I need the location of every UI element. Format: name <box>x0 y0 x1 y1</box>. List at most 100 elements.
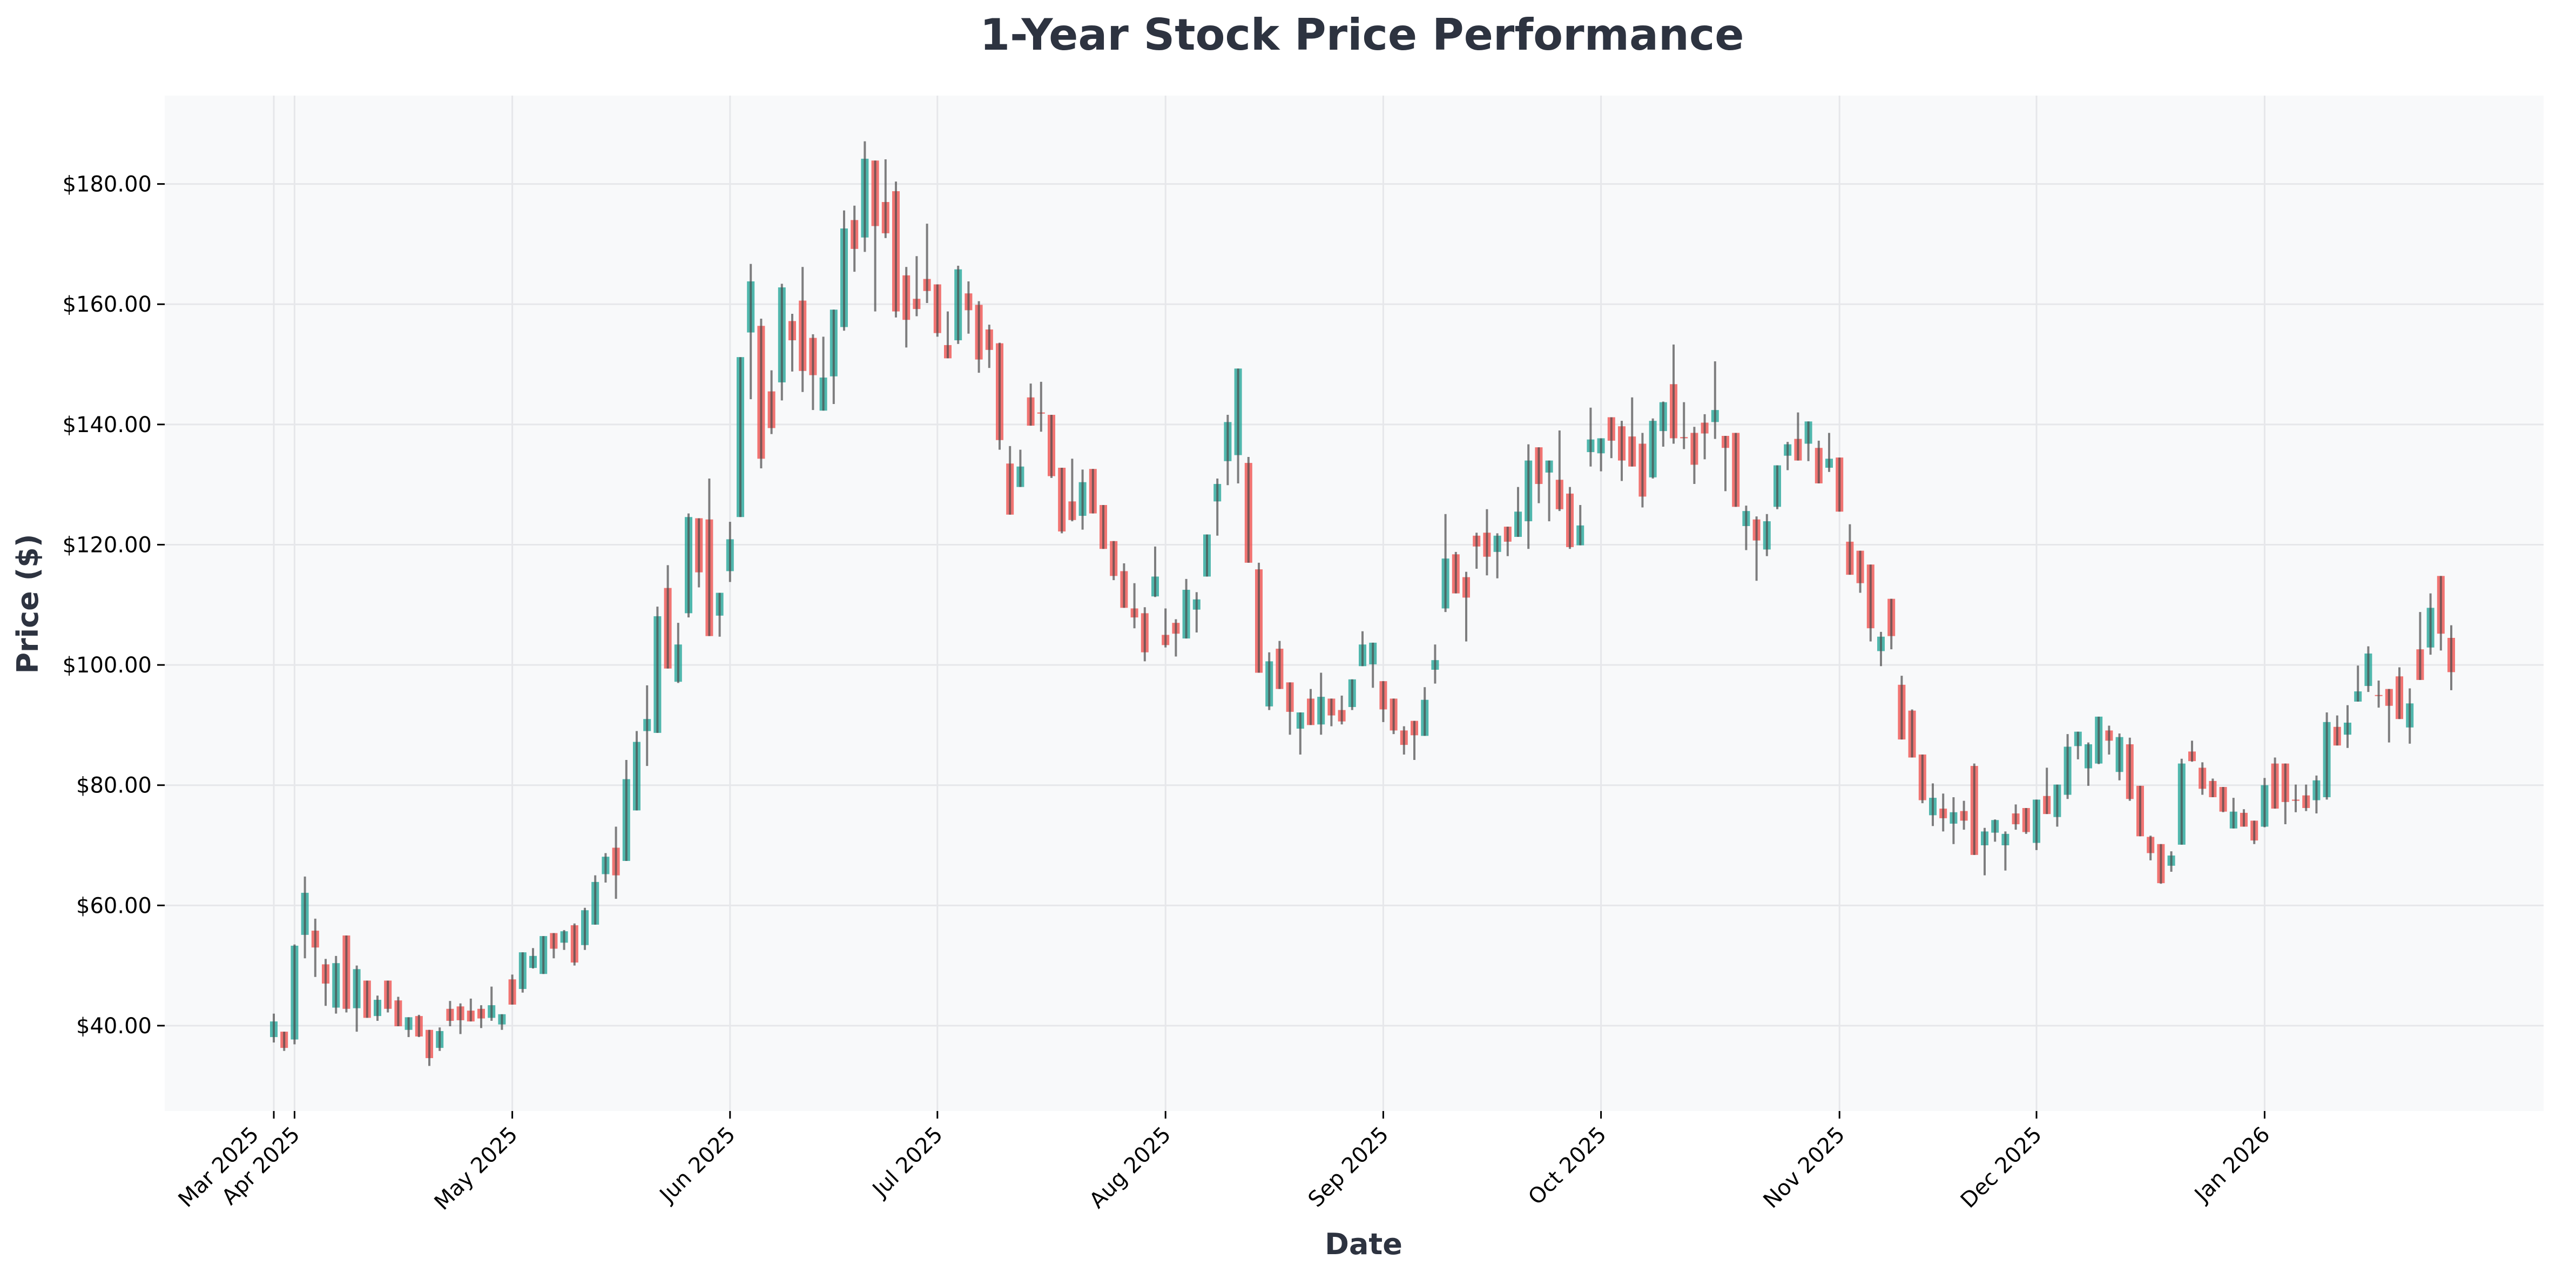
candle-down <box>1462 571 1470 642</box>
candle-up <box>1348 679 1356 710</box>
candle-up <box>2064 734 2072 799</box>
candle-down <box>871 160 879 312</box>
candle-up <box>1711 361 1719 439</box>
candle-down <box>1607 417 1615 459</box>
candle-down <box>1701 414 1709 460</box>
candle-down <box>2333 715 2341 746</box>
candle-up <box>529 948 537 969</box>
candle-down <box>2302 784 2310 811</box>
candle-up <box>1981 827 1988 876</box>
candle-down <box>2012 804 2020 830</box>
candle-down <box>1918 754 1926 804</box>
candle-down <box>2447 625 2455 690</box>
candle-down <box>1048 415 1055 478</box>
candle-up <box>1742 506 1750 550</box>
candle-up <box>591 875 599 925</box>
candle-down <box>1566 487 1574 549</box>
candle-up <box>726 522 734 582</box>
candle-up <box>1514 487 1522 537</box>
candle-up <box>1804 421 1812 461</box>
candle-down <box>892 181 900 318</box>
candle-up <box>1234 368 1242 483</box>
candle-down <box>664 565 672 669</box>
candles <box>270 141 2455 1066</box>
candle-up <box>1296 712 1304 755</box>
candle-up <box>1576 505 1584 546</box>
candle-down <box>384 980 392 1013</box>
candle-down <box>1898 676 1906 740</box>
candle-down <box>851 205 859 272</box>
candle-down <box>2209 778 2217 797</box>
candle-down <box>767 370 776 434</box>
candle-down <box>1866 564 1874 642</box>
candle-down <box>1483 509 1491 576</box>
candle-down <box>426 1029 433 1066</box>
candle-up <box>374 995 381 1021</box>
candle-up <box>1151 546 1159 597</box>
candle-up <box>2364 646 2372 692</box>
candle-down <box>996 342 1003 450</box>
candle-down <box>1794 412 1802 461</box>
candle-up <box>488 986 496 1021</box>
candle-down <box>1722 436 1729 492</box>
candle-down <box>363 980 371 1018</box>
candle-up <box>840 210 848 331</box>
candle-up <box>1213 479 1222 536</box>
candle-down <box>1400 726 1408 755</box>
y-axis: $40.00 $60.00 $80.00 $100.00 $120.00 $140.00 $… <box>63 172 165 1039</box>
candle-down <box>1068 459 1076 522</box>
candle-down <box>2147 836 2155 860</box>
candle-down <box>1680 402 1688 449</box>
candle-down <box>944 311 952 359</box>
candle-up <box>1317 672 1325 735</box>
candle-down <box>881 159 889 238</box>
candle-up <box>1016 449 1024 487</box>
candle-up <box>1825 433 1833 472</box>
candle-down <box>1856 550 1864 593</box>
candle-up <box>498 1014 506 1030</box>
candle-up <box>1649 418 1657 479</box>
candle-down <box>1327 698 1336 726</box>
candle-down <box>2126 737 2134 801</box>
candle-down <box>2136 785 2144 837</box>
candle-up <box>2406 688 2414 744</box>
candle-up <box>1192 592 1201 632</box>
candle-up <box>560 930 568 950</box>
candle-up <box>436 1027 444 1051</box>
y-axis-label: Price ($) <box>11 534 45 674</box>
candle-up <box>2053 784 2061 827</box>
candle-down <box>1162 608 1170 648</box>
chart-title: 1-Year Stock Price Performance <box>980 10 1744 60</box>
candle-up <box>747 264 755 400</box>
candle-up <box>1431 644 1439 684</box>
y-tick-label: $120.00 <box>63 533 152 557</box>
candle-up <box>270 1013 278 1043</box>
candle-down <box>975 301 983 373</box>
candle-down <box>1452 551 1460 594</box>
candle-down <box>2240 809 2248 827</box>
candle-down <box>2437 576 2445 651</box>
candle-up <box>2033 799 2040 850</box>
candle-down <box>1503 527 1512 556</box>
candle-up <box>2085 742 2092 786</box>
candle-up <box>1265 652 1273 710</box>
candle-up <box>2177 758 2186 845</box>
candle-down <box>1110 541 1118 581</box>
candle-down <box>1618 421 1626 481</box>
candle-down <box>1732 433 1740 507</box>
candle-up <box>861 141 869 252</box>
candle-up <box>2354 665 2362 702</box>
candle-up <box>301 876 309 959</box>
candle-down <box>508 974 516 1005</box>
candle-down <box>342 935 350 1013</box>
candle-down <box>1960 800 1968 830</box>
candle-down <box>2157 844 2165 884</box>
candle-down <box>1172 619 1180 657</box>
y-tick-label: $160.00 <box>63 292 152 317</box>
candle-up <box>954 266 962 344</box>
candle-down <box>311 918 319 977</box>
candle-down <box>467 998 475 1022</box>
candle-down <box>322 959 329 1006</box>
candle-down <box>1027 383 1035 426</box>
candle-up <box>819 336 827 411</box>
